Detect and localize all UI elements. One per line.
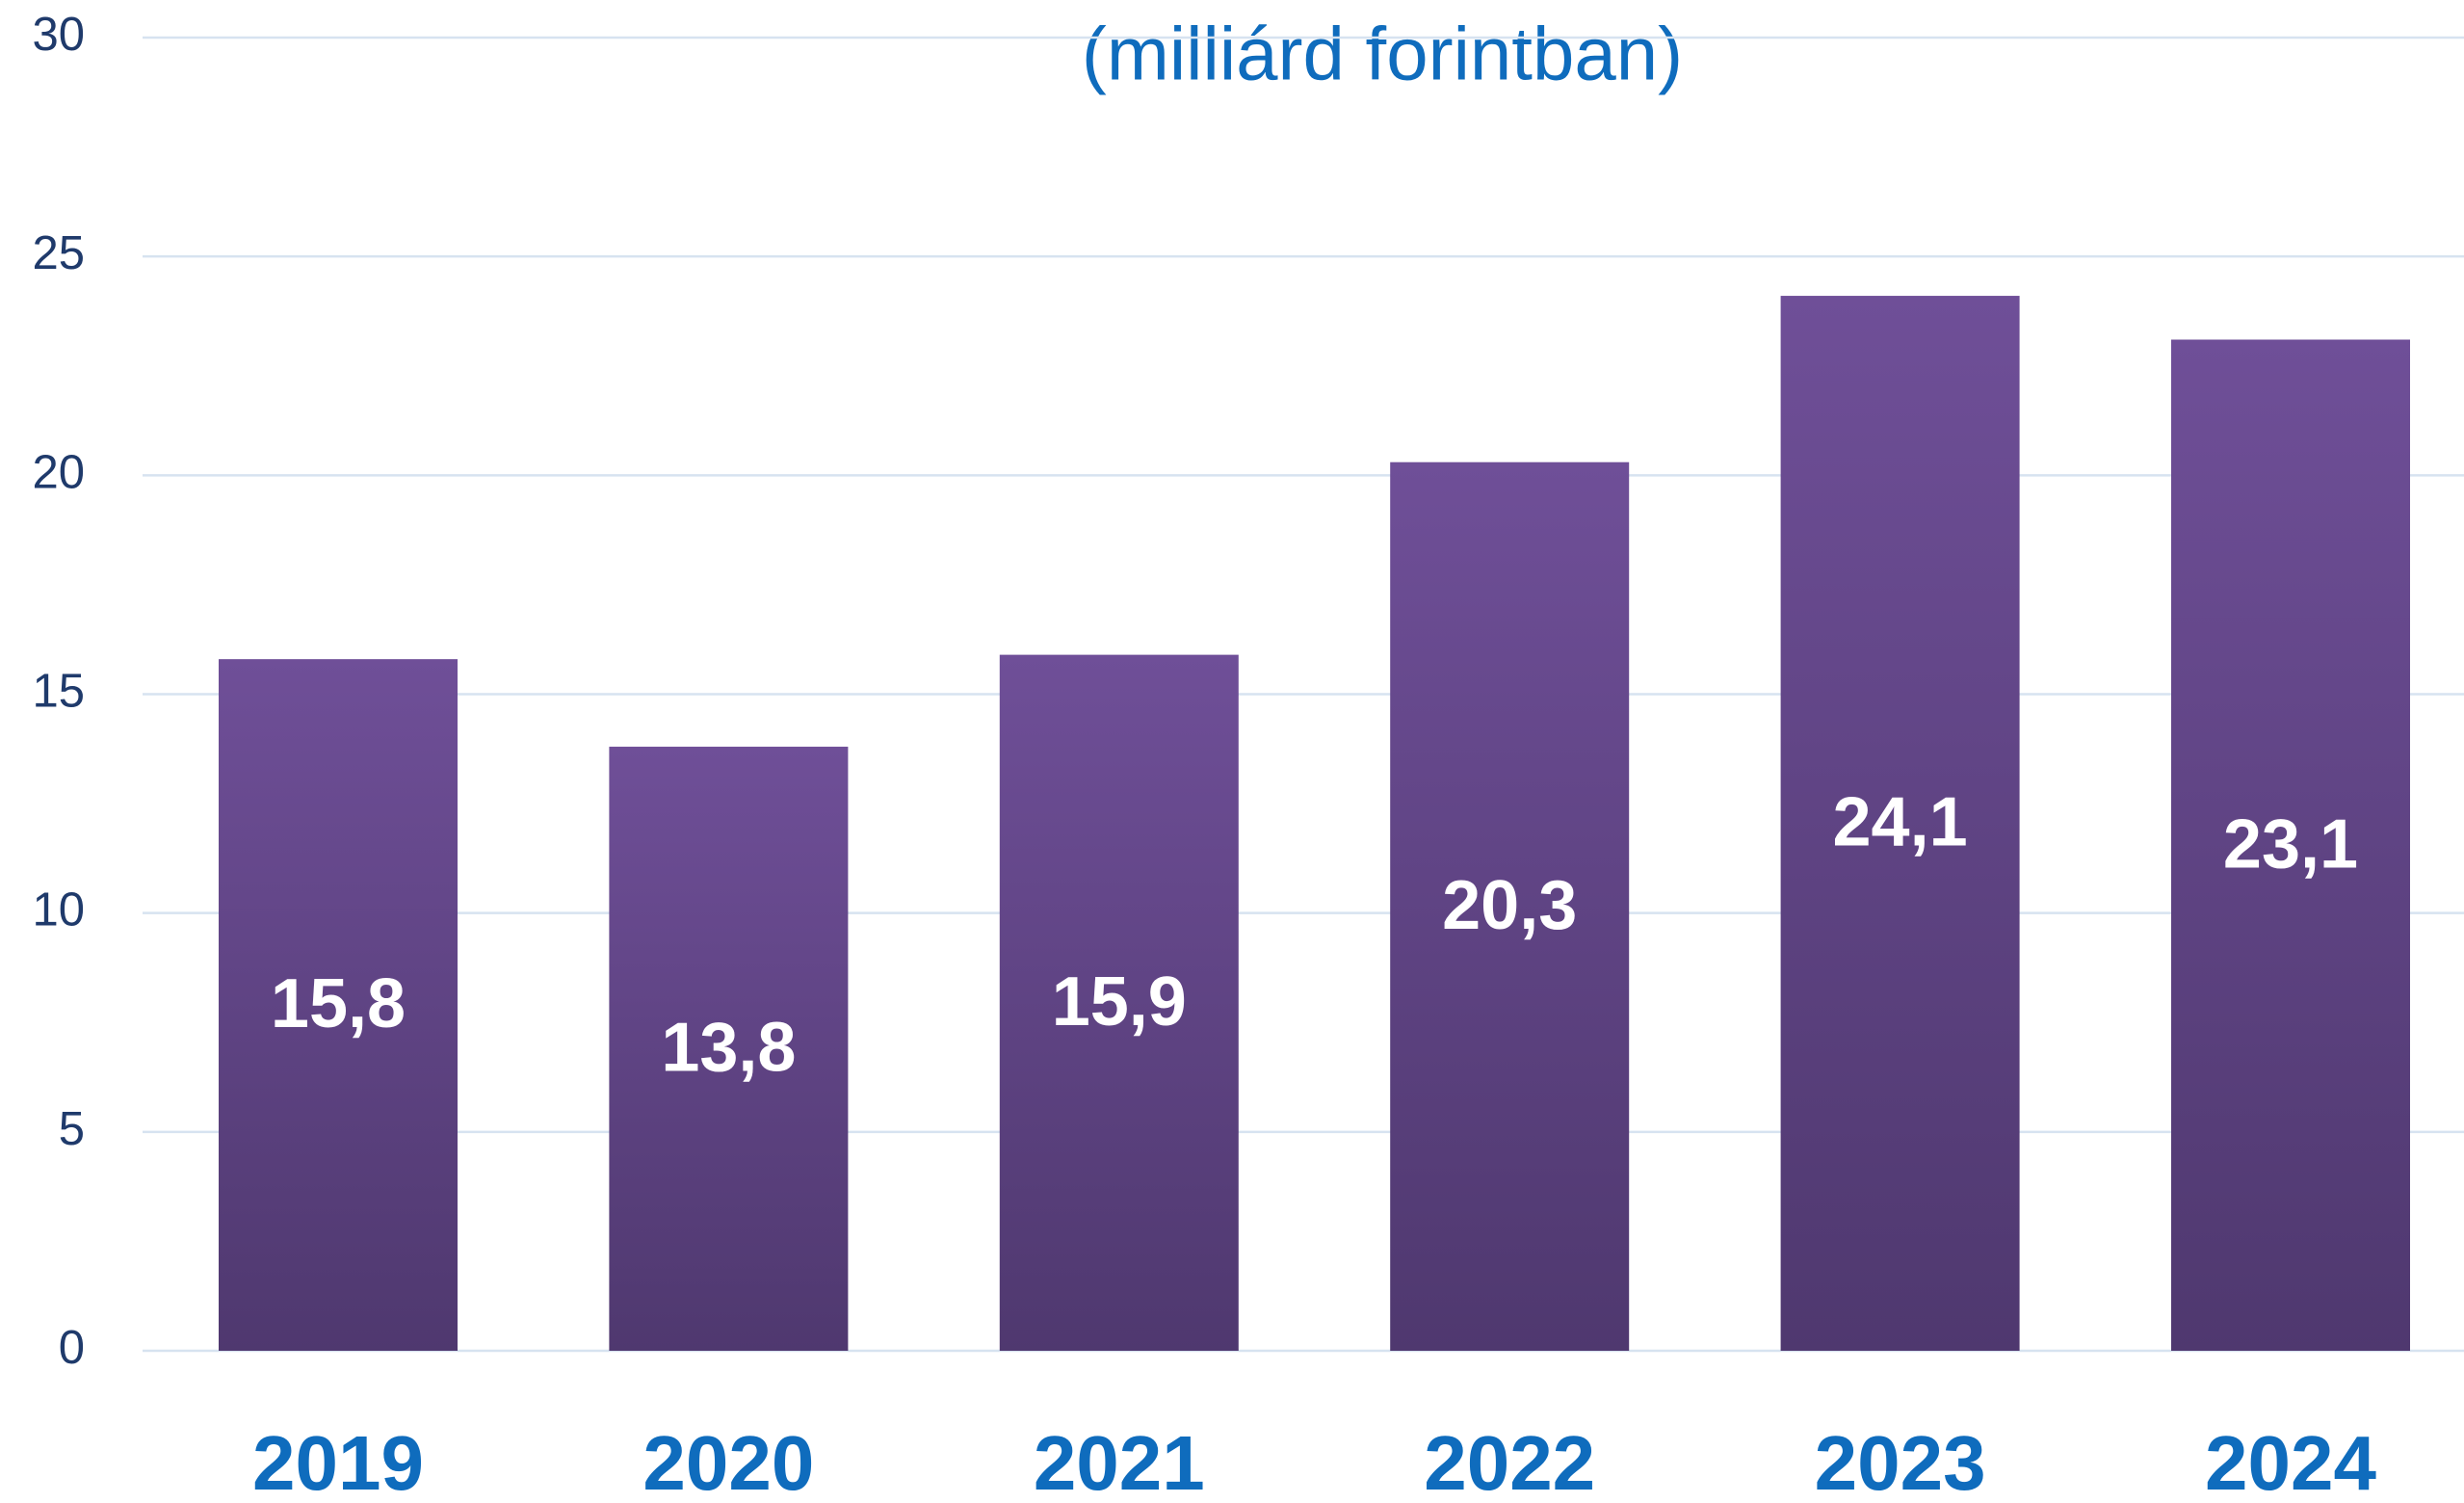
x-tick-label: 2020 bbox=[642, 1420, 814, 1503]
bar bbox=[219, 659, 458, 1351]
x-tick-label: 2024 bbox=[2205, 1420, 2376, 1503]
y-tick-label: 20 bbox=[32, 446, 85, 498]
bar bbox=[2171, 339, 2410, 1351]
bar bbox=[999, 654, 1239, 1351]
y-tick-label: 5 bbox=[59, 1103, 85, 1155]
y-tick-label: 0 bbox=[59, 1322, 85, 1374]
chart-subtitle: (milliárd forintban) bbox=[1082, 12, 1683, 96]
bar bbox=[609, 747, 849, 1351]
data-label: 15,8 bbox=[271, 965, 406, 1042]
x-tick-label: 2023 bbox=[1815, 1420, 1986, 1503]
x-tick-label: 2019 bbox=[252, 1420, 424, 1503]
y-tick-label: 10 bbox=[32, 884, 85, 936]
y-tick-label: 25 bbox=[32, 227, 85, 279]
data-label: 13,8 bbox=[661, 1010, 796, 1087]
bar bbox=[1390, 461, 1630, 1351]
x-tick-label: 2022 bbox=[1424, 1420, 1595, 1503]
bar bbox=[1780, 296, 2020, 1352]
data-label: 23,1 bbox=[2223, 805, 2358, 883]
y-tick-label: 30 bbox=[32, 9, 85, 61]
x-tick-label: 2021 bbox=[1034, 1420, 1205, 1503]
data-label: 20,3 bbox=[1442, 867, 1577, 944]
data-label: 24,1 bbox=[1833, 784, 1968, 861]
data-label: 15,9 bbox=[1052, 963, 1187, 1041]
y-tick-label: 15 bbox=[32, 665, 85, 717]
